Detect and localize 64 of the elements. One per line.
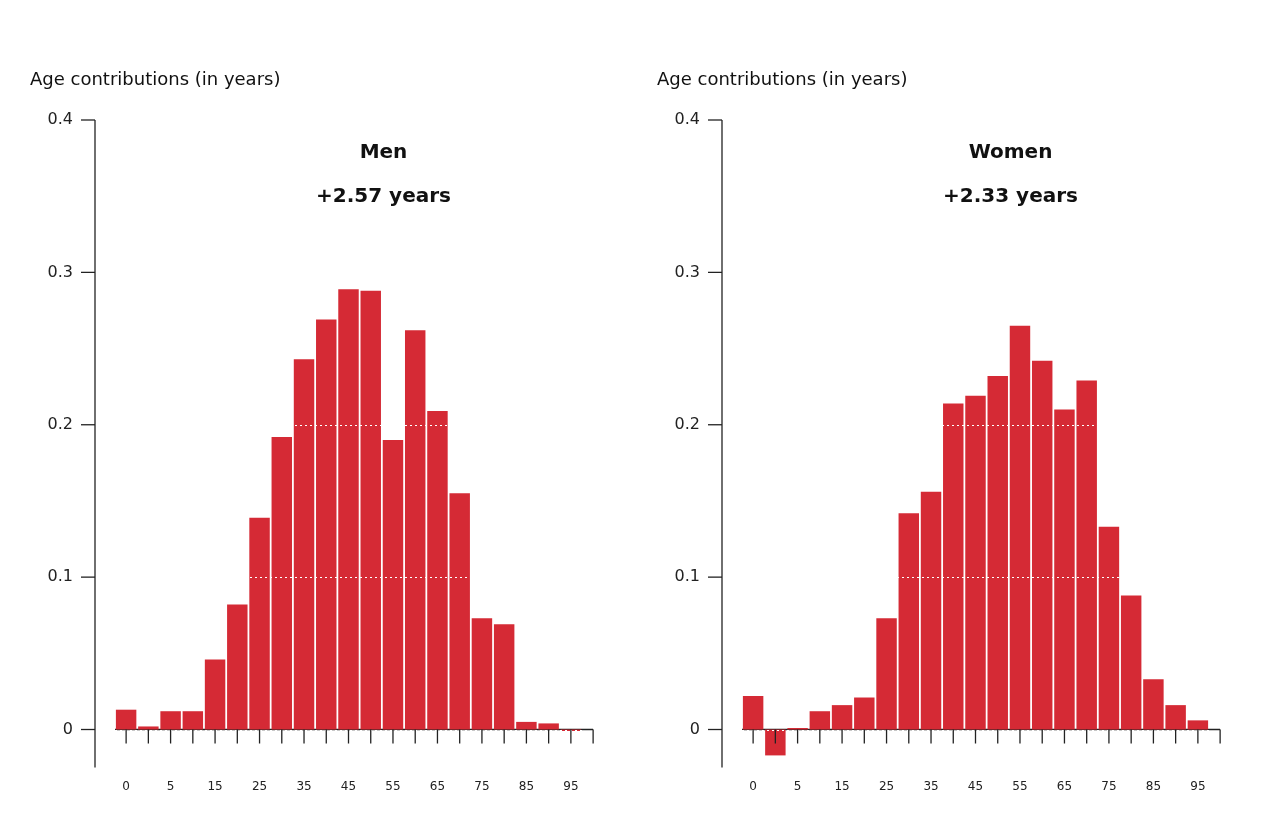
y-tick-label: 0 bbox=[689, 718, 700, 738]
x-tick-label: 45 bbox=[340, 778, 357, 793]
x-tick-label: 65 bbox=[1056, 778, 1073, 793]
bar bbox=[1009, 325, 1031, 730]
bar bbox=[765, 729, 786, 756]
bar bbox=[1120, 595, 1142, 730]
bar bbox=[316, 319, 337, 730]
bar bbox=[471, 618, 493, 730]
y-tick-label: 0.4 bbox=[674, 109, 700, 129]
bar bbox=[809, 711, 831, 730]
x-tick-label: 15 bbox=[834, 778, 850, 793]
x-tick-label: 15 bbox=[207, 778, 223, 793]
x-tick-label: 45 bbox=[967, 778, 984, 793]
x-tick-label: 35 bbox=[923, 778, 939, 793]
x-tick-label: 25 bbox=[878, 778, 895, 793]
x-tick-label: 95 bbox=[563, 778, 579, 793]
y-tick-label: 0.3 bbox=[47, 261, 73, 281]
y-tick-label: 0.2 bbox=[47, 413, 73, 433]
bar bbox=[1031, 360, 1053, 730]
bar bbox=[404, 330, 426, 730]
y-axis-title: Age contributions (in years) bbox=[657, 67, 908, 89]
bar bbox=[987, 375, 1008, 730]
x-tick-label: 75 bbox=[1101, 778, 1117, 793]
y-axis-title: Age contributions (in years) bbox=[30, 67, 281, 89]
bar bbox=[338, 289, 359, 730]
text: +2.57 years bbox=[316, 183, 451, 208]
text: +2.33 years bbox=[943, 183, 1078, 208]
bar bbox=[382, 439, 404, 730]
x-tick-label: 55 bbox=[385, 778, 401, 793]
y-tick-label: 0.2 bbox=[674, 413, 700, 433]
bar bbox=[742, 695, 764, 730]
bar bbox=[360, 290, 381, 730]
y-tick-label: 0.1 bbox=[674, 566, 700, 586]
x-tick-label: 65 bbox=[429, 778, 446, 793]
bar bbox=[204, 659, 226, 730]
x-tick-label: 85 bbox=[1145, 778, 1162, 793]
bar bbox=[182, 711, 204, 730]
x-tick-label: 35 bbox=[296, 778, 312, 793]
x-tick-label: 95 bbox=[1190, 778, 1206, 793]
x-tick-label: 0 bbox=[749, 778, 757, 793]
bar bbox=[493, 624, 515, 730]
text: Men bbox=[359, 139, 408, 164]
y-tick-label: 0.1 bbox=[47, 566, 73, 586]
text: Women bbox=[968, 139, 1053, 164]
bar bbox=[1187, 720, 1209, 730]
x-tick-label: 75 bbox=[474, 778, 490, 793]
bar bbox=[1098, 526, 1120, 730]
bar bbox=[898, 513, 920, 730]
x-tick-label: 5 bbox=[793, 778, 802, 793]
x-tick-label: 0 bbox=[122, 778, 130, 793]
x-tick-label: 25 bbox=[251, 778, 268, 793]
y-tick-label: 0.4 bbox=[47, 109, 73, 129]
y-tick-label: 0 bbox=[62, 718, 73, 738]
x-tick-label: 85 bbox=[518, 778, 535, 793]
bar bbox=[965, 395, 986, 730]
bar bbox=[831, 705, 853, 730]
x-tick-label: 5 bbox=[166, 778, 175, 793]
bar bbox=[920, 491, 942, 730]
bar bbox=[271, 436, 293, 730]
bar bbox=[293, 359, 315, 730]
x-tick-label: 55 bbox=[1012, 778, 1028, 793]
bar bbox=[115, 709, 137, 730]
bar bbox=[943, 403, 964, 730]
y-tick-label: 0.3 bbox=[674, 261, 700, 281]
